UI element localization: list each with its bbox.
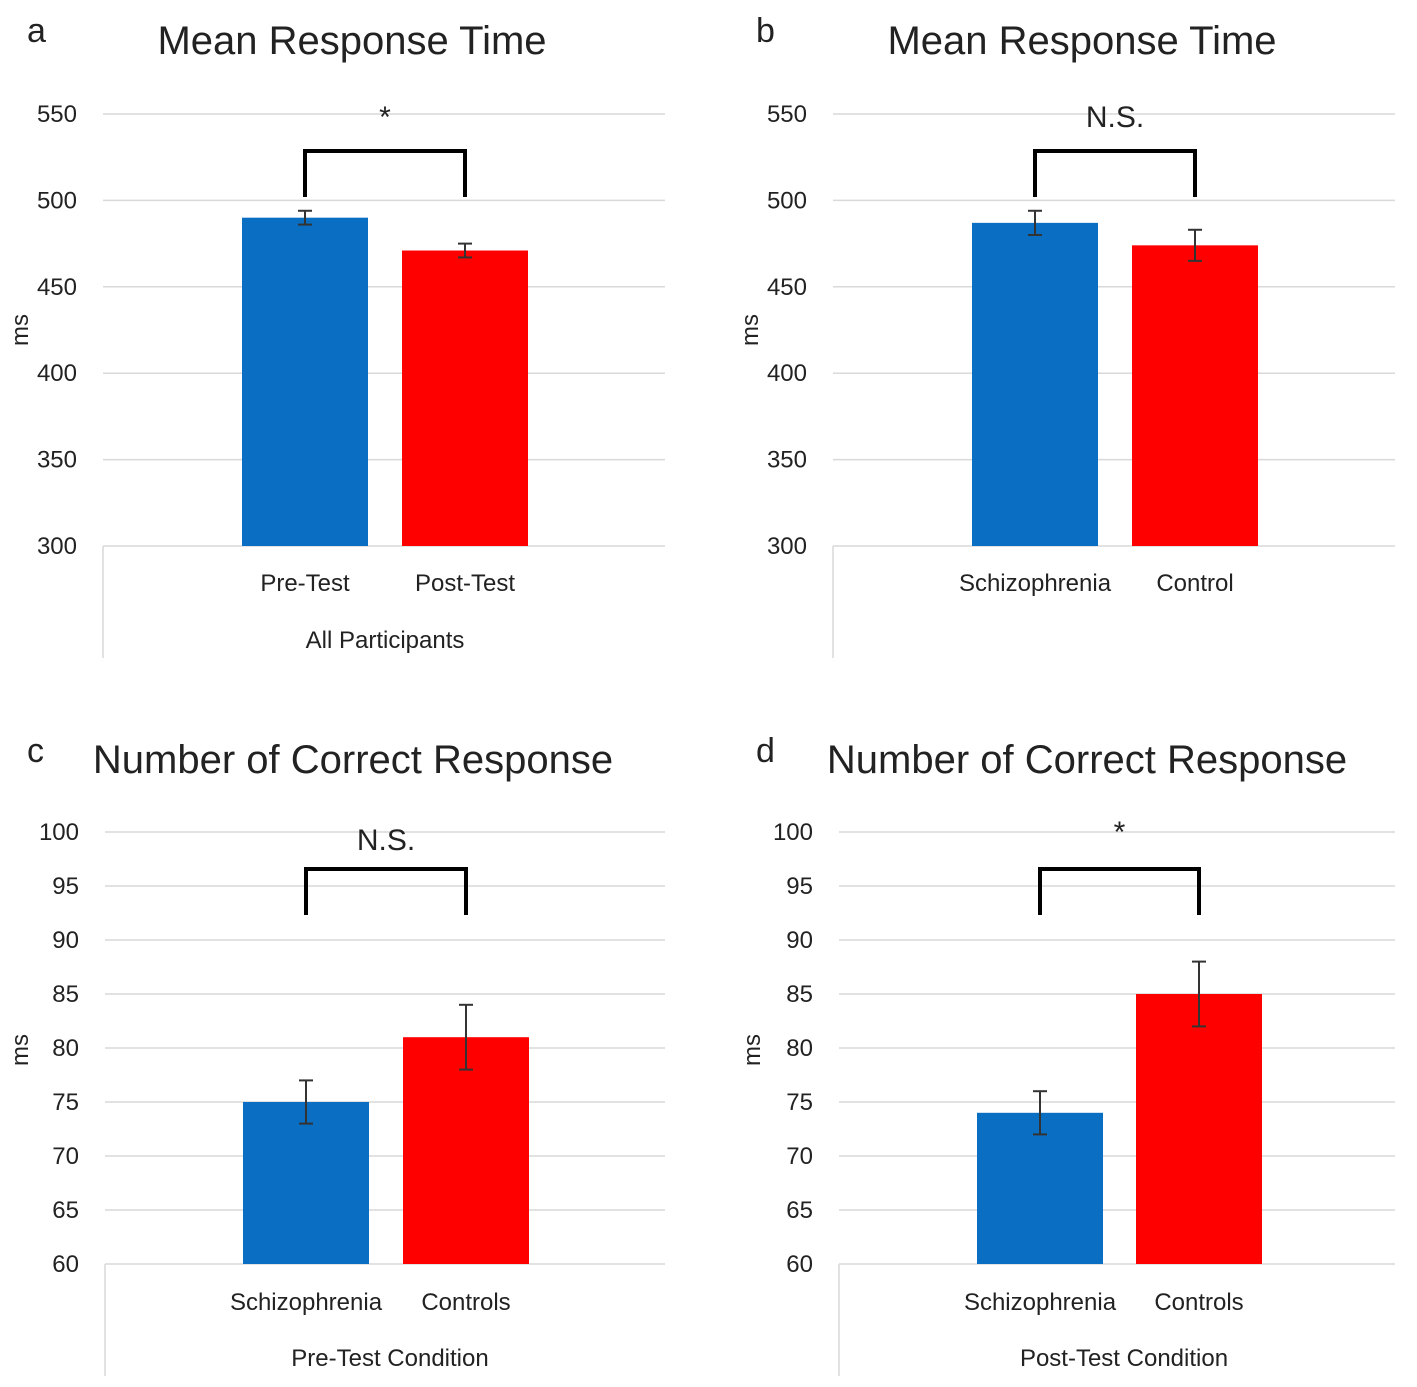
panel-d-ytick-90: 90 xyxy=(786,927,813,954)
panel-d-category-label-0: Schizophrenia xyxy=(964,1289,1117,1316)
panel-d-letter: d xyxy=(756,732,775,770)
panel-a-bar-0 xyxy=(242,217,368,546)
panel-c-ytick-90: 90 xyxy=(52,927,79,954)
panel-a-ytick-300: 300 xyxy=(37,533,77,560)
panel-b-ytick-450: 450 xyxy=(767,274,807,301)
panel-c-bar-0 xyxy=(243,1102,369,1264)
panel-a-xlabel: All Participants xyxy=(306,627,465,654)
panel-d-bar-1 xyxy=(1136,994,1262,1264)
panel-a-letter: a xyxy=(27,12,46,50)
panel-a-ytick-500: 500 xyxy=(37,187,77,214)
panel-b-category-label-1: Control xyxy=(1156,570,1233,597)
panel-b-ytick-400: 400 xyxy=(767,360,807,387)
panel-d-ytick-65: 65 xyxy=(786,1197,813,1224)
panel-a-category-label-1: Post-Test xyxy=(415,570,515,597)
panel-b-ytick-350: 350 xyxy=(767,447,807,474)
panel-d-significance-label: * xyxy=(1114,816,1126,849)
panel-c-title: Number of Correct Response xyxy=(93,738,613,782)
panel-b-ytick-500: 500 xyxy=(767,187,807,214)
panel-c-ytick-100: 100 xyxy=(39,819,79,846)
panel-c-xlabel: Pre-Test Condition xyxy=(291,1345,488,1372)
panel-a-ytick-350: 350 xyxy=(37,447,77,474)
panel-c-significance-label: N.S. xyxy=(357,824,415,857)
panel-c-ytick-75: 75 xyxy=(52,1089,79,1116)
panel-d-ytick-85: 85 xyxy=(786,981,813,1008)
panel-c-ytick-65: 65 xyxy=(52,1197,79,1224)
panel-c-significance-bracket xyxy=(304,867,468,915)
panel-a-category-label-0: Pre-Test xyxy=(260,570,350,597)
panel-b-bar-1 xyxy=(1132,245,1258,546)
panel-a-ytick-550: 550 xyxy=(37,101,77,128)
panel-b-bar-0 xyxy=(972,222,1098,546)
panel-b-significance-label: N.S. xyxy=(1086,101,1144,134)
panel-d-significance-bracket xyxy=(1038,867,1201,915)
panel-a-title: Mean Response Time xyxy=(157,19,546,63)
panel-d-ylabel: ms xyxy=(739,1034,766,1066)
panel-c-bar-1 xyxy=(403,1037,529,1264)
panel-d-category-label-1: Controls xyxy=(1154,1289,1243,1316)
panel-a-significance-bracket xyxy=(303,149,467,197)
panel-d-ytick-80: 80 xyxy=(786,1035,813,1062)
panel-d-ytick-75: 75 xyxy=(786,1089,813,1116)
panel-c-ylabel: ms xyxy=(7,1034,34,1066)
panel-c-category-label-0: Schizophrenia xyxy=(230,1289,383,1316)
panel-d-xlabel: Post-Test Condition xyxy=(1020,1345,1228,1372)
panel-c-category-label-1: Controls xyxy=(421,1289,510,1316)
panel-a-ylabel: ms xyxy=(7,314,34,346)
panel-b-ytick-550: 550 xyxy=(767,101,807,128)
panel-c-letter: c xyxy=(27,732,44,770)
panel-c-ytick-60: 60 xyxy=(52,1251,79,1278)
panel-b-ytick-300: 300 xyxy=(767,533,807,560)
panel-d-ytick-60: 60 xyxy=(786,1251,813,1278)
panel-a-significance-label: * xyxy=(379,101,391,134)
panel-d-ytick-95: 95 xyxy=(786,873,813,900)
panel-b-ylabel: ms xyxy=(737,314,764,346)
panel-b-significance-bracket xyxy=(1033,149,1197,197)
panel-d-ytick-70: 70 xyxy=(786,1143,813,1170)
panel-d-bar-0 xyxy=(977,1112,1103,1264)
panel-c-ytick-95: 95 xyxy=(52,873,79,900)
panel-c-ytick-85: 85 xyxy=(52,981,79,1008)
panel-a-ytick-450: 450 xyxy=(37,274,77,301)
panel-a-ytick-400: 400 xyxy=(37,360,77,387)
panel-b-category-label-0: Schizophrenia xyxy=(959,570,1112,597)
panel-b-letter: b xyxy=(756,12,775,50)
panel-d-ytick-100: 100 xyxy=(773,819,813,846)
panel-c-ytick-80: 80 xyxy=(52,1035,79,1062)
panel-d-title: Number of Correct Response xyxy=(827,738,1347,782)
panel-c-ytick-70: 70 xyxy=(52,1143,79,1170)
panel-a-bar-1 xyxy=(402,250,528,546)
panel-b-title: Mean Response Time xyxy=(887,19,1276,63)
